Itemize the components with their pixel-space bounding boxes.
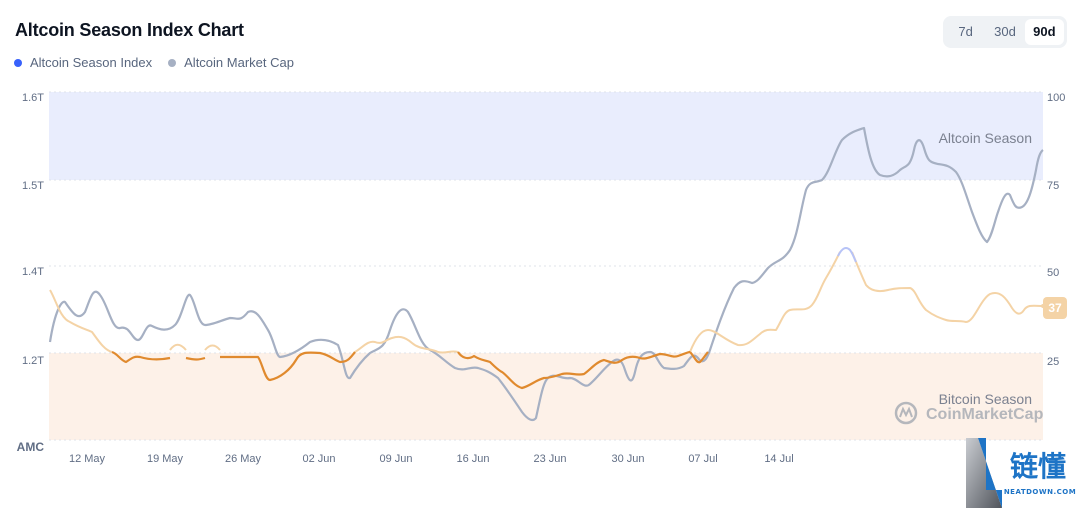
svg-text:50: 50 xyxy=(1047,267,1059,279)
altcoin-season-index-line-lower xyxy=(111,350,709,390)
legend-item-altcoin-season-index[interactable]: Altcoin Season Index xyxy=(14,55,152,70)
range-30d-button[interactable]: 30d xyxy=(994,24,1016,39)
svg-text:1.5T: 1.5T xyxy=(22,180,44,192)
svg-text:23 Jun: 23 Jun xyxy=(533,453,566,465)
svg-text:1.2T: 1.2T xyxy=(22,355,44,367)
left-axis: 1.6T 1.5T 1.4T 1.2T AMC xyxy=(17,92,45,454)
svg-text:19 May: 19 May xyxy=(147,453,184,465)
legend-label: Altcoin Season Index xyxy=(30,55,153,70)
legend-item-altcoin-market-cap[interactable]: Altcoin Market Cap xyxy=(168,55,294,70)
altcoin-season-band xyxy=(49,92,1043,180)
svg-text:CoinMarketCap: CoinMarketCap xyxy=(926,406,1044,423)
legend-dot-icon xyxy=(168,58,177,67)
right-axis: 100 75 50 25 xyxy=(1047,92,1065,368)
svg-text:26 May: 26 May xyxy=(225,453,262,465)
svg-text:02 Jun: 02 Jun xyxy=(302,453,335,465)
time-range-selector: 7d 30d 90d xyxy=(943,16,1067,48)
svg-text:100: 100 xyxy=(1047,92,1065,104)
range-90d-button[interactable]: 90d xyxy=(1024,19,1064,45)
coinmarketcap-logo-icon xyxy=(894,401,918,425)
chart-title: Altcoin Season Index Chart xyxy=(15,20,244,40)
x-axis: 12 May 19 May 26 May 02 Jun 09 Jun 16 Ju… xyxy=(69,453,794,465)
neatdown-en-text: NEATDOWN.COM xyxy=(1004,488,1076,496)
svg-text:25: 25 xyxy=(1047,356,1059,368)
altcoin-market-cap-line xyxy=(48,126,1044,422)
legend-label: Altcoin Market Cap xyxy=(184,55,294,70)
svg-text:1.4T: 1.4T xyxy=(22,266,44,278)
neatdown-branding: 链懂 NEATDOWN.COM xyxy=(966,438,1080,508)
svg-text:75: 75 xyxy=(1047,180,1059,192)
svg-text:07 Jul: 07 Jul xyxy=(688,453,717,465)
neatdown-logo-icon: 链懂 NEATDOWN.COM xyxy=(966,438,1076,508)
bitcoin-season-band xyxy=(49,353,1043,440)
svg-text:1.6T: 1.6T xyxy=(22,92,44,104)
left-axis-title: AMC xyxy=(17,440,45,454)
altcoin-season-label: Altcoin Season xyxy=(939,130,1032,146)
range-7d-button[interactable]: 7d xyxy=(958,24,973,39)
svg-text:12 May: 12 May xyxy=(69,453,106,465)
svg-text:30 Jun: 30 Jun xyxy=(611,453,644,465)
current-value-badge: 37 xyxy=(1043,297,1067,319)
coinmarketcap-watermark: CoinMarketCap xyxy=(894,401,1044,425)
chart-legend: Altcoin Season Index Altcoin Market Cap xyxy=(14,55,294,70)
grid-lines xyxy=(49,91,1043,441)
svg-text:09 Jun: 09 Jun xyxy=(379,453,412,465)
legend-dot-icon xyxy=(14,58,22,67)
altcoin-season-index-peak-blue xyxy=(837,247,857,263)
svg-text:16 Jun: 16 Jun xyxy=(456,453,489,465)
svg-text:14 Jul: 14 Jul xyxy=(764,453,793,465)
neatdown-cn-text: 链懂 xyxy=(1010,450,1066,483)
altcoin-season-index-line-upper xyxy=(49,251,1044,354)
bitcoin-season-label: Bitcoin Season xyxy=(939,391,1032,407)
